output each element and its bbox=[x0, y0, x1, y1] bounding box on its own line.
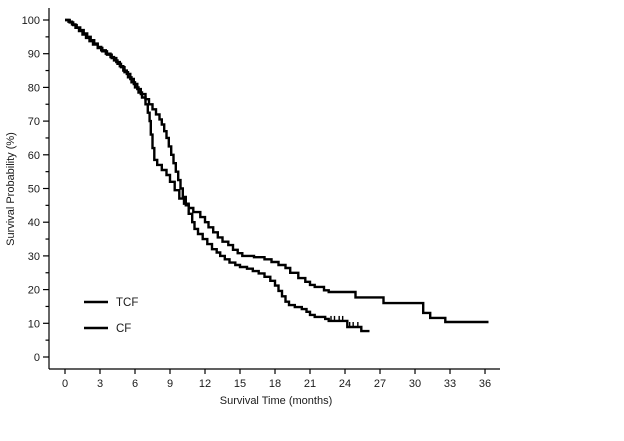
survival-curve-cf bbox=[65, 18, 370, 333]
x-axis-title: Survival Time (months) bbox=[219, 395, 333, 407]
y-tick-label: 100 bbox=[22, 15, 40, 27]
y-tick-label: 80 bbox=[28, 82, 40, 94]
y-tick-label: 90 bbox=[28, 49, 40, 61]
x-tick-label: 36 bbox=[479, 378, 491, 390]
y-tick-label: 40 bbox=[28, 217, 40, 229]
x-tick-label: 21 bbox=[304, 378, 316, 390]
x-tick-label: 18 bbox=[269, 378, 281, 390]
y-tick-label: 50 bbox=[28, 184, 40, 196]
x-tick-label: 15 bbox=[234, 378, 246, 390]
x-tick-label: 12 bbox=[199, 378, 211, 390]
x-tick-label: 9 bbox=[167, 378, 173, 390]
x-tick-label: 27 bbox=[374, 378, 386, 390]
x-tick-label: 6 bbox=[132, 378, 138, 390]
y-tick-label: 70 bbox=[28, 116, 40, 128]
x-tick-label: 24 bbox=[339, 378, 351, 390]
x-tick-label: 3 bbox=[97, 378, 103, 390]
x-tick-label: 33 bbox=[444, 378, 456, 390]
x-tick-label: 0 bbox=[62, 378, 68, 390]
y-tick-label: 10 bbox=[28, 318, 40, 330]
y-tick-label: 20 bbox=[28, 285, 40, 297]
x-tick-label: 30 bbox=[409, 378, 421, 390]
y-tick-label: 30 bbox=[28, 251, 40, 263]
legend-label-tcf: TCF bbox=[116, 297, 138, 309]
y-tick-label: 60 bbox=[28, 150, 40, 162]
legend-label-cf: CF bbox=[116, 323, 131, 335]
y-tick-label: 0 bbox=[34, 352, 40, 364]
survival-curve-tcf bbox=[65, 18, 489, 324]
y-axis-title: Survival Probability (%) bbox=[5, 132, 17, 246]
